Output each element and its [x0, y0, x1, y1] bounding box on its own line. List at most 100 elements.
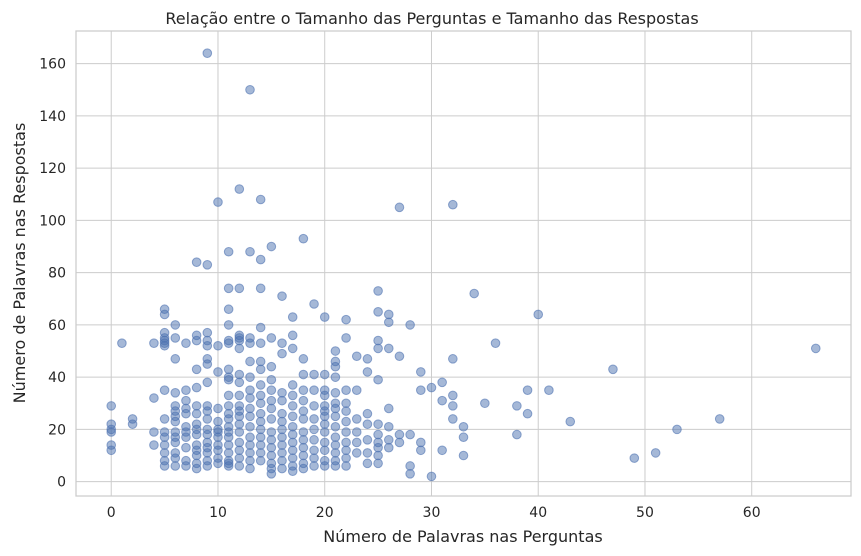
y-tick-label: 80	[48, 266, 66, 282]
scatter-point	[608, 364, 618, 375]
scatter-point	[448, 199, 458, 210]
scatter-point	[287, 421, 298, 432]
scatter-point	[202, 359, 213, 369]
scatter-point	[170, 437, 181, 448]
scatter-point	[255, 448, 266, 458]
scatter-point	[287, 411, 298, 422]
y-tick-label: 60	[48, 318, 66, 334]
scatter-point	[373, 286, 383, 296]
scatter-point	[266, 374, 277, 385]
scatter-point	[341, 406, 351, 416]
scatter-point	[127, 419, 138, 429]
scatter-point	[223, 461, 234, 471]
scatter-point	[416, 437, 426, 448]
scatter-point	[544, 385, 554, 395]
scatter-point	[234, 369, 245, 380]
scatter-point	[330, 361, 341, 372]
scatter-point	[629, 453, 640, 463]
scatter-point	[213, 367, 223, 377]
scatter-point	[223, 390, 234, 401]
scatter-point	[437, 445, 447, 456]
y-tick-label: 160	[39, 57, 66, 73]
scatter-point	[223, 440, 234, 450]
scatter-point	[181, 408, 191, 419]
scatter-point	[298, 442, 309, 453]
data-points	[106, 48, 821, 482]
scatter-point	[266, 395, 277, 406]
scatter-point	[341, 437, 351, 448]
scatter-point	[522, 408, 533, 419]
scatter-point	[234, 390, 245, 401]
scatter-point	[191, 382, 202, 393]
scatter-point	[383, 343, 394, 354]
scatter-point	[287, 380, 298, 390]
scatter-point	[277, 416, 287, 427]
scatter-point	[373, 374, 383, 385]
x-tick-label: 30	[423, 505, 441, 521]
scatter-point	[373, 307, 383, 317]
scatter-point	[234, 419, 245, 429]
scatter-point	[341, 385, 351, 395]
scatter-point	[191, 408, 202, 419]
scatter-point	[383, 403, 394, 414]
scatter-point	[362, 448, 373, 458]
scatter-point	[287, 343, 298, 354]
scatter-point	[202, 429, 213, 440]
scatter-point	[448, 354, 458, 364]
scatter-point	[287, 401, 298, 411]
scatter-point	[181, 442, 191, 453]
scatter-point	[255, 390, 266, 401]
scatter-point	[266, 241, 277, 252]
x-axis-ticks: 0 10 20 30 40 50 60	[107, 505, 761, 521]
scatter-point	[383, 317, 394, 328]
scatter-point	[213, 403, 223, 414]
x-tick-label: 40	[529, 505, 547, 521]
scatter-point	[234, 377, 245, 388]
scatter-point	[191, 429, 202, 440]
scatter-point	[170, 320, 181, 330]
scatter-point	[351, 448, 362, 458]
scatter-point	[394, 202, 405, 213]
scatter-point	[255, 194, 266, 205]
scatter-point	[341, 398, 351, 409]
scatter-point	[245, 246, 255, 257]
scatter-point	[277, 432, 287, 443]
scatter-point	[223, 448, 234, 458]
scatter-point	[213, 458, 223, 469]
scatter-point	[373, 335, 383, 346]
scatter-point	[266, 450, 277, 461]
scatter-point	[341, 333, 351, 343]
scatter-point	[373, 429, 383, 440]
scatter-point	[159, 309, 170, 320]
scatter-point	[181, 432, 191, 443]
scatter-point	[448, 390, 458, 401]
scatter-point	[149, 427, 159, 437]
scatter-point	[202, 377, 213, 388]
x-axis-label: Número de Palavras nas Perguntas	[323, 527, 602, 546]
scatter-point	[362, 408, 373, 419]
scatter-point	[298, 463, 309, 474]
scatter-point	[330, 461, 341, 471]
scatter-point	[191, 257, 202, 267]
scatter-point	[373, 442, 383, 453]
scatter-point	[309, 424, 319, 435]
scatter-point	[714, 414, 725, 424]
scatter-point	[266, 385, 277, 395]
scatter-point	[159, 448, 170, 458]
scatter-point	[234, 283, 245, 294]
scatter-point	[437, 377, 447, 388]
scatter-point	[330, 388, 341, 398]
scatter-point	[181, 338, 191, 348]
scatter-point	[330, 346, 341, 356]
scatter-point	[298, 369, 309, 380]
scatter-point	[234, 437, 245, 448]
scatter-point	[319, 427, 330, 437]
scatter-point	[319, 312, 330, 322]
scatter-point	[106, 445, 117, 456]
scatter-point	[159, 414, 170, 424]
scatter-point	[448, 401, 458, 411]
scatter-point	[181, 461, 191, 471]
scatter-point	[234, 427, 245, 437]
scatter-point	[159, 432, 170, 443]
